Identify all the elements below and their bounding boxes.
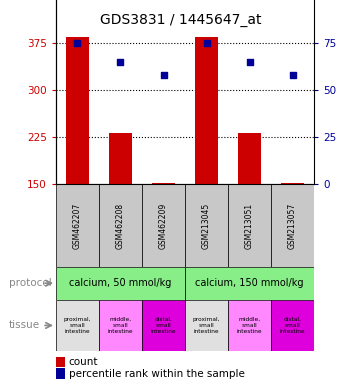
Bar xyxy=(142,184,185,267)
Bar xyxy=(56,300,99,351)
Text: middle,
small
intestine: middle, small intestine xyxy=(237,317,262,334)
Text: middle,
small
intestine: middle, small intestine xyxy=(108,317,133,334)
Text: percentile rank within the sample: percentile rank within the sample xyxy=(69,369,244,379)
Text: proximal,
small
intestine: proximal, small intestine xyxy=(64,317,91,334)
Bar xyxy=(228,184,271,267)
Point xyxy=(290,72,295,78)
Point xyxy=(161,72,166,78)
Text: GSM213051: GSM213051 xyxy=(245,202,254,249)
Point xyxy=(118,59,123,65)
Bar xyxy=(109,133,132,184)
Point xyxy=(75,40,81,46)
Bar xyxy=(228,300,271,351)
Bar xyxy=(281,183,304,184)
Text: tissue: tissue xyxy=(9,320,40,331)
Text: calcium, 150 mmol/kg: calcium, 150 mmol/kg xyxy=(195,278,304,288)
Bar xyxy=(185,184,228,267)
Text: proximal,
small
intestine: proximal, small intestine xyxy=(193,317,220,334)
Bar xyxy=(99,300,142,351)
Bar xyxy=(185,300,228,351)
Text: GSM213057: GSM213057 xyxy=(288,202,297,249)
Text: count: count xyxy=(69,357,98,367)
Bar xyxy=(271,300,314,351)
Text: GSM462209: GSM462209 xyxy=(159,202,168,249)
Bar xyxy=(142,300,185,351)
Bar xyxy=(66,37,89,184)
Text: distal,
small
intestine: distal, small intestine xyxy=(151,317,176,334)
Bar xyxy=(56,184,99,267)
Bar xyxy=(152,183,175,184)
Text: calcium, 50 mmol/kg: calcium, 50 mmol/kg xyxy=(69,278,172,288)
Bar xyxy=(185,267,314,300)
Text: distal,
small
intestine: distal, small intestine xyxy=(280,317,305,334)
Text: GSM462208: GSM462208 xyxy=(116,202,125,249)
Bar xyxy=(195,37,218,184)
Bar xyxy=(238,133,261,184)
Bar xyxy=(56,267,185,300)
Text: GSM213045: GSM213045 xyxy=(202,202,211,249)
Text: GSM462207: GSM462207 xyxy=(73,202,82,249)
Point xyxy=(247,59,252,65)
Text: GDS3831 / 1445647_at: GDS3831 / 1445647_at xyxy=(100,13,261,27)
Bar xyxy=(271,184,314,267)
Bar xyxy=(99,184,142,267)
Text: protocol: protocol xyxy=(9,278,52,288)
Point xyxy=(204,40,209,46)
